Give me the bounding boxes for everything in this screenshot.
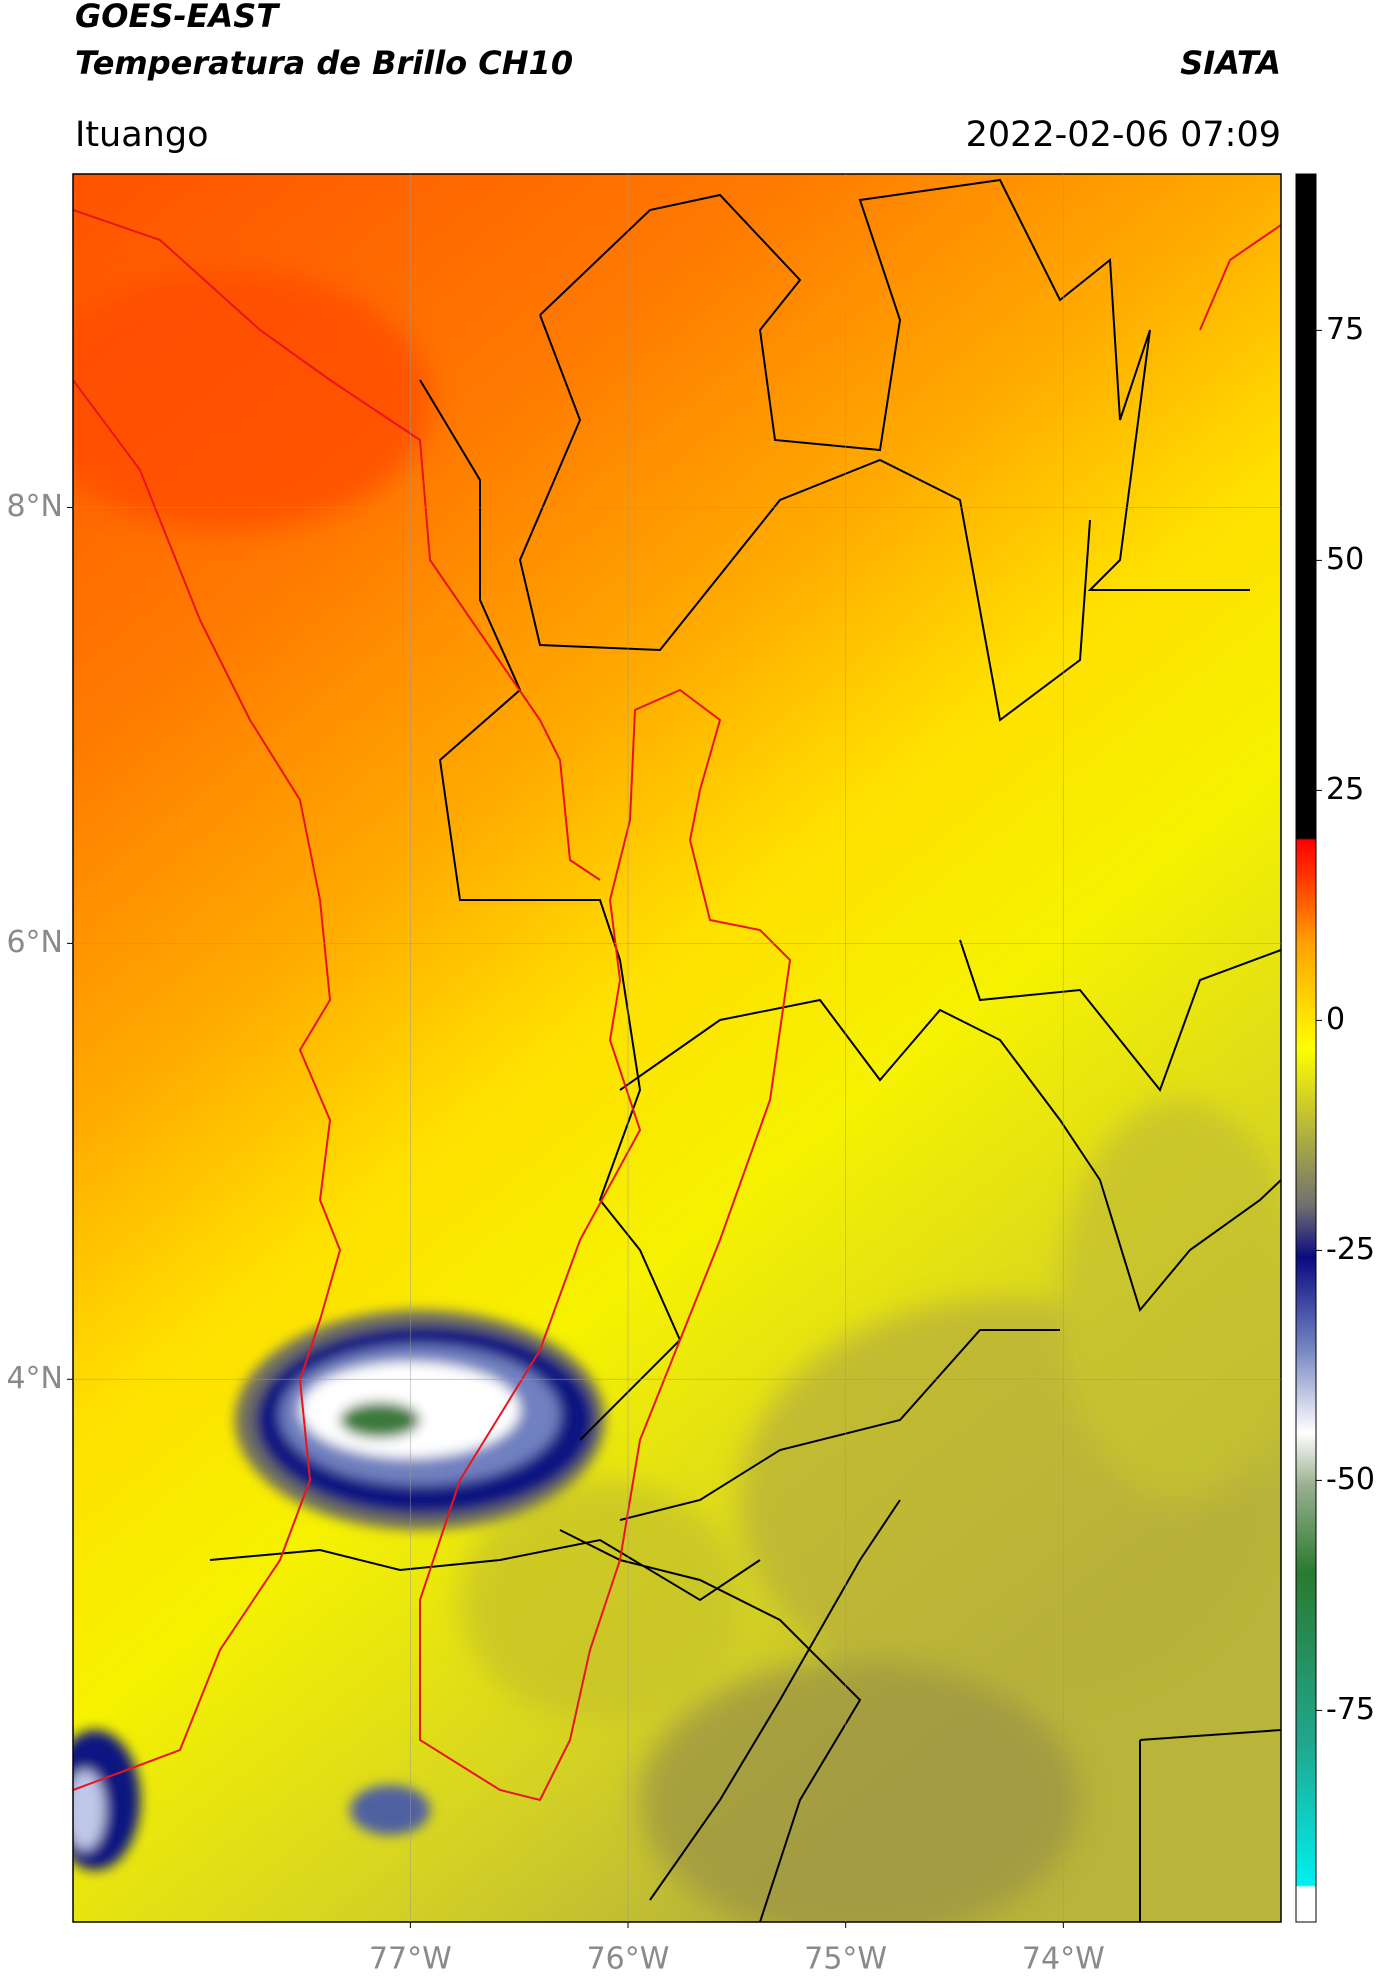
lon-tick-label: 74°W bbox=[1022, 1942, 1105, 1977]
colorbar-tick-label: -25 bbox=[1326, 1232, 1375, 1267]
colorbar-tick-label: 0 bbox=[1326, 1002, 1345, 1037]
colorbar-tick-label: 50 bbox=[1326, 542, 1364, 577]
datetime: 2022-02-06 07:09 bbox=[966, 115, 1281, 155]
map-image bbox=[73, 174, 1281, 1922]
map-frame bbox=[72, 173, 1282, 1923]
colorbar bbox=[1295, 173, 1317, 1923]
title: GOES-EAST bbox=[75, 0, 280, 35]
lon-tick-label: 75°W bbox=[804, 1942, 887, 1977]
subtitle: Temperatura de Brillo CH10 bbox=[75, 44, 573, 82]
location: Ituango bbox=[75, 115, 209, 155]
lat-tick-label: 4°N bbox=[6, 1361, 63, 1396]
colorbar-tick-label: 25 bbox=[1326, 772, 1364, 807]
lon-tick-label: 77°W bbox=[369, 1942, 452, 1977]
lat-tick-label: 8°N bbox=[6, 489, 63, 524]
source: SIATA bbox=[1180, 44, 1281, 82]
colorbar-tick-label: 75 bbox=[1326, 312, 1364, 347]
lon-tick-label: 76°W bbox=[587, 1942, 670, 1977]
colorbar-tick-label: -50 bbox=[1326, 1462, 1375, 1497]
graticule bbox=[67, 174, 1281, 1928]
lat-tick-label: 6°N bbox=[6, 925, 63, 960]
colorbar-tick-label: -75 bbox=[1326, 1692, 1375, 1727]
